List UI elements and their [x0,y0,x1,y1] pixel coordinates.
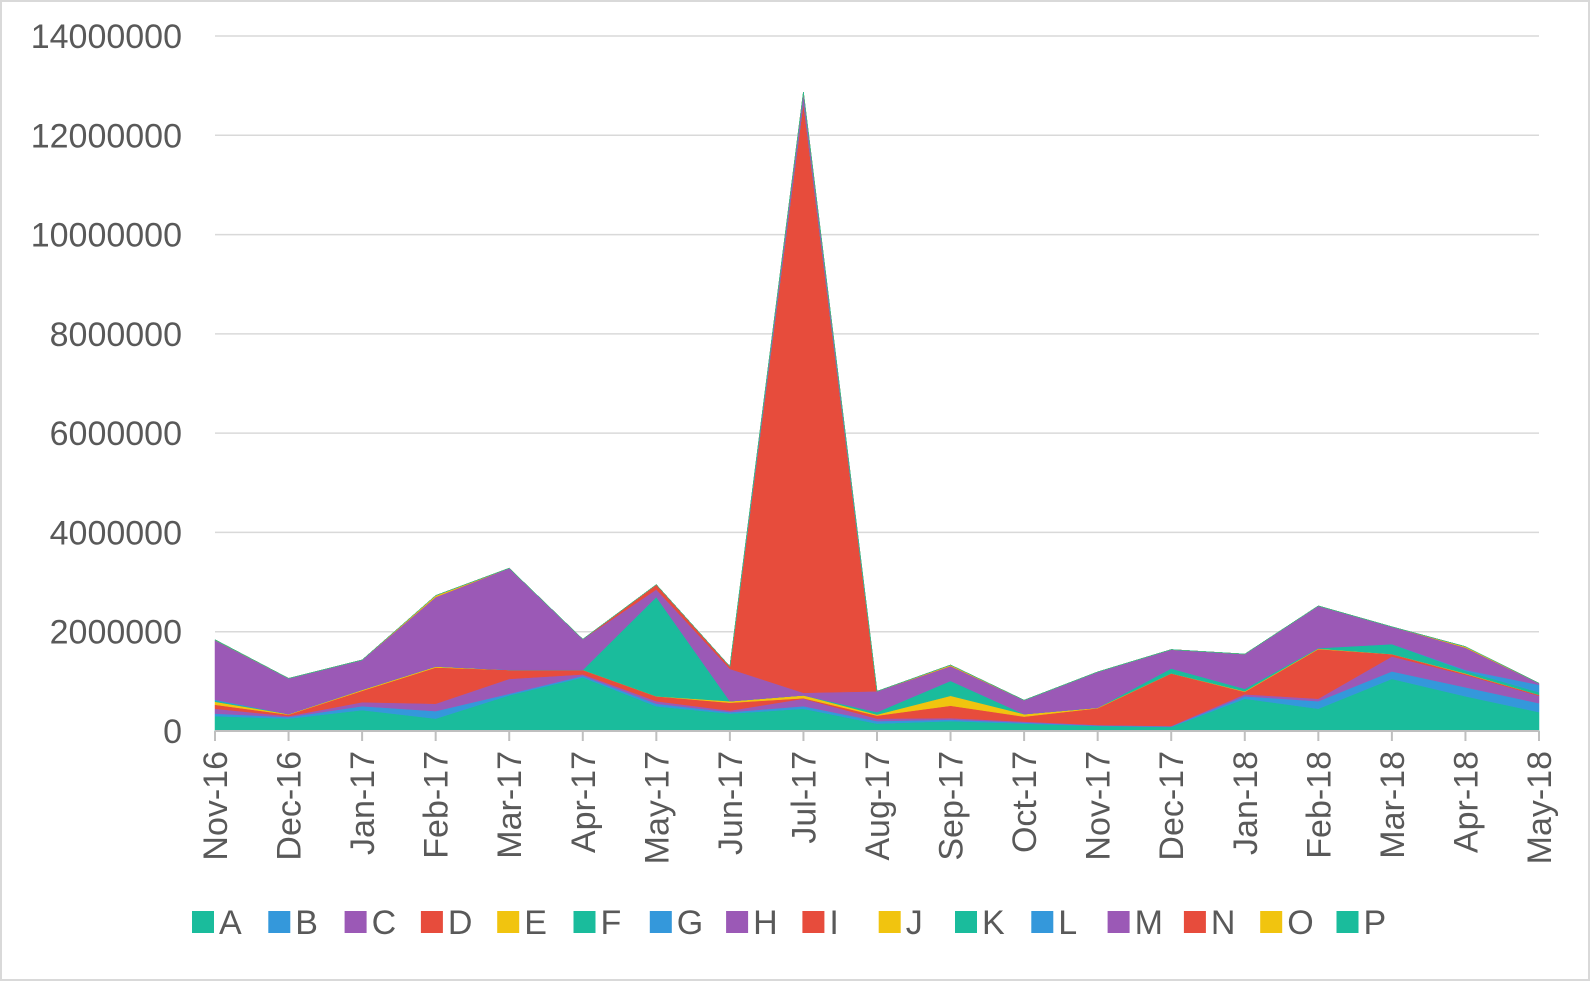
legend-swatch [1336,911,1359,933]
gridlines [215,35,1539,633]
x-tick-label: Dec-17 [1153,751,1191,861]
legend-label: F [601,904,622,942]
legend-swatch [497,911,520,933]
x-tick-label: Jan-18 [1227,751,1265,855]
x-tick-label: Jun-17 [712,751,750,855]
legend-label: A [219,904,242,942]
legend-label: N [1211,904,1236,942]
legend-label: G [677,904,703,942]
x-tick-label: Mar-18 [1374,751,1412,859]
legend-label: E [524,904,547,942]
legend-swatch [573,911,596,933]
legend-label: H [753,904,778,942]
y-tick-label: 14000000 [31,18,182,56]
legend-label: P [1364,904,1387,942]
legend-label: J [906,904,923,942]
y-tick-label: 8000000 [50,316,182,354]
x-tick-label: Aug-17 [859,751,897,861]
area-series-l [214,101,1540,701]
y-tick-label: 4000000 [50,514,182,552]
legend-swatch [1183,911,1206,933]
legend-swatch [1031,911,1054,933]
legend-swatch [649,911,672,933]
x-tick-label: Dec-16 [271,751,309,861]
x-tick-label: Jul-17 [785,751,823,844]
legend-swatch [726,911,749,933]
legend-swatch [955,911,977,933]
x-tick-label: May-18 [1521,751,1559,864]
x-tick-label: Jan-17 [344,751,382,855]
x-tick-label: May-17 [638,751,676,864]
legend-label: L [1058,904,1077,942]
area-series-o [214,92,1540,701]
area-series-m [214,92,1540,701]
legend-label: K [982,904,1005,942]
legend-swatch [344,911,367,933]
legend-swatch [1260,911,1283,933]
legend-label: D [448,904,473,942]
x-tick-label: Mar-17 [491,751,529,859]
legend-swatch [268,911,291,933]
axes: 0 2000000 4000000 6000000 8000000 10000000 120… [31,18,1559,864]
legend-swatch [420,911,443,933]
legend-label: O [1287,904,1313,942]
y-tick-label: 10000000 [31,217,182,255]
y-tick-label: 2000000 [50,614,182,652]
area-series-k [214,101,1540,701]
y-tick-label: 12000000 [31,117,182,155]
x-tick-label: Sep-17 [933,751,971,861]
y-tick-label: 6000000 [50,415,182,453]
x-tick-label: Oct-17 [1006,751,1044,853]
area-series-n [214,92,1540,701]
legend: A B C D E F G H I J K L M N O P [192,904,1386,942]
legend-label: M [1135,904,1163,942]
legend-label: C [372,904,397,942]
area-series-i [214,101,1540,701]
legend-swatch [1107,911,1130,933]
legend-label: B [295,904,318,942]
x-tick-label: Apr-17 [565,751,603,853]
y-tick-label: 0 [163,713,182,751]
x-tick-label: Feb-17 [418,751,456,859]
legend-swatch [192,911,214,933]
x-tick-label: Nov-16 [197,751,235,861]
x-tick-label: Nov-17 [1080,751,1118,861]
x-tick-label: Feb-18 [1300,751,1338,859]
area-series-p [214,92,1540,701]
legend-label: I [829,904,838,942]
legend-swatch [878,911,901,933]
x-tick-label: Apr-18 [1447,751,1485,853]
legend-swatch [802,911,825,933]
area-series-layer [214,92,1540,732]
area-series-j [214,101,1540,701]
